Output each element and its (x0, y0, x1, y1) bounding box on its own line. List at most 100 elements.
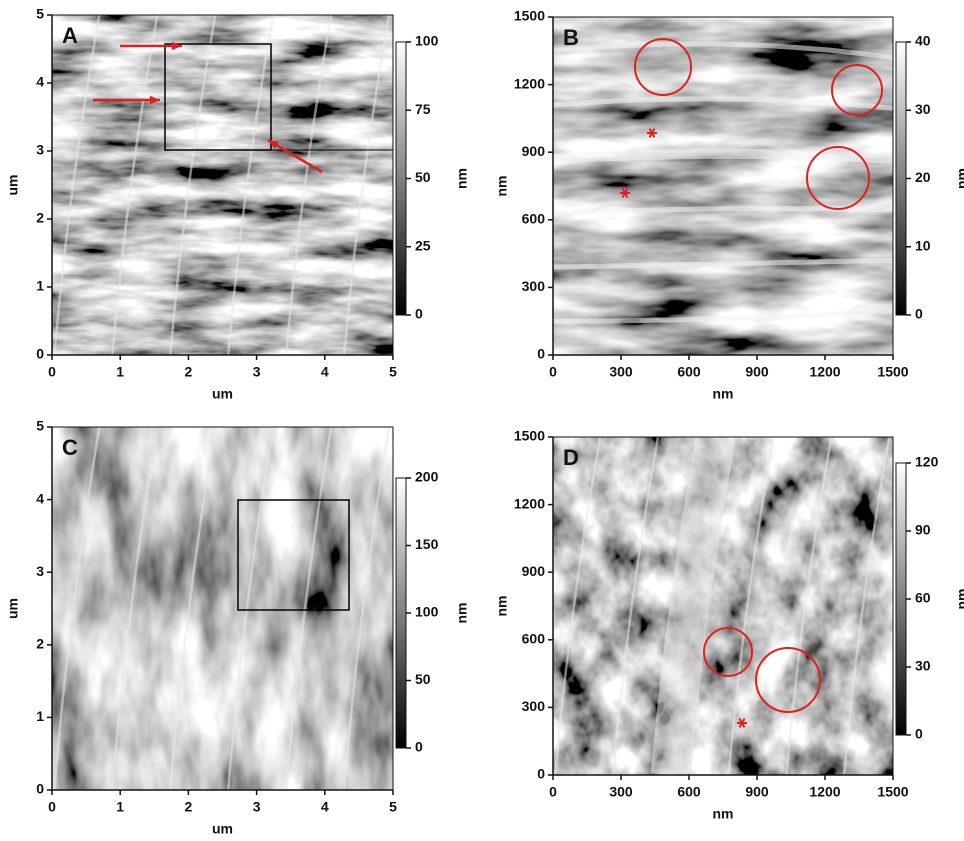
circle-marker (755, 647, 821, 713)
y-axis-label: um (5, 598, 21, 619)
y-tick-label: 1200 (514, 75, 545, 91)
panel-label: C (62, 435, 78, 460)
circle-marker (831, 64, 883, 116)
x-tick-label: 3 (253, 364, 261, 380)
colorbar-tick-label: 30 (915, 101, 931, 117)
x-axis-label: um (212, 821, 233, 836)
fibril (284, 15, 333, 355)
fibril (553, 437, 602, 775)
y-tick-label: 0 (36, 781, 44, 797)
arrow (267, 138, 323, 174)
asterisk (621, 188, 629, 198)
fibrils (553, 437, 891, 775)
colorbar-tick-label: 20 (915, 169, 931, 185)
fibril (284, 427, 333, 790)
colorbar-tick-label: 10 (915, 237, 931, 253)
fibril (553, 206, 893, 216)
colorbar-tick-label: 100 (415, 604, 439, 620)
afm-image (52, 15, 393, 355)
fibril (785, 437, 833, 775)
colorbar-tick-label: 200 (415, 469, 439, 485)
colorbar (895, 462, 907, 736)
x-tick-label: 1200 (809, 784, 840, 800)
x-tick-label: 0 (48, 799, 56, 815)
fibrils (53, 15, 391, 355)
y-tick-label: 300 (522, 278, 546, 294)
fibril (342, 15, 391, 355)
fibril (53, 15, 101, 355)
y-tick-label: 2 (36, 636, 44, 652)
x-tick-label: 1 (116, 799, 124, 815)
fibrils (53, 427, 391, 790)
fibril (168, 427, 217, 790)
y-axis-label: um (5, 175, 21, 196)
fibril (553, 41, 893, 61)
colorbar-tick-label: 150 (415, 536, 439, 552)
colorbar-tick-label: 90 (915, 522, 931, 538)
asterisk (738, 718, 746, 728)
fibril (226, 15, 275, 355)
circle-marker (806, 146, 870, 210)
y-tick-label: 0 (36, 346, 44, 362)
arrow-head (171, 41, 182, 51)
fibril (53, 427, 101, 790)
y-tick-label: 300 (522, 698, 546, 714)
fibril (342, 427, 391, 790)
x-tick-label: 0 (549, 784, 557, 800)
x-tick-label: 900 (745, 364, 769, 380)
fibril (553, 148, 893, 164)
colorbar-tick-label: 0 (415, 306, 423, 322)
x-tick-label: 1200 (809, 364, 840, 380)
x-tick-label: 1500 (877, 784, 908, 800)
afm-image (553, 17, 893, 355)
x-tick-label: 3 (253, 799, 261, 815)
colorbar-tick-label: 75 (415, 101, 431, 117)
y-tick-label: 3 (36, 563, 44, 579)
colorbar-tick-label: 30 (915, 658, 931, 674)
fibril (168, 15, 217, 355)
colorbar-tick-label: 0 (415, 739, 423, 755)
y-tick-label: 1 (36, 708, 44, 724)
y-tick-label: 1500 (514, 8, 545, 24)
fibril (226, 427, 275, 790)
fibril (842, 437, 891, 775)
fibril (650, 437, 736, 775)
fibril (727, 437, 775, 775)
y-tick-label: 0 (537, 766, 545, 782)
x-tick-label: 600 (677, 364, 701, 380)
asterisk (648, 128, 656, 138)
colorbar-tick-label: 50 (415, 169, 431, 185)
colorbar (395, 477, 407, 749)
y-tick-label: 1 (36, 278, 44, 294)
x-tick-label: 1 (116, 364, 124, 380)
colorbar-tick-label: 40 (915, 33, 931, 49)
x-axis-label: nm (713, 806, 734, 822)
fibril (611, 437, 660, 775)
colorbar-tick-label: 120 (915, 454, 939, 470)
colorbar (895, 41, 907, 316)
y-tick-label: 900 (522, 563, 546, 579)
colorbar-label: nm (454, 603, 470, 624)
y-tick-label: 5 (36, 6, 44, 22)
x-tick-label: 0 (48, 364, 56, 380)
y-tick-label: 5 (36, 418, 44, 434)
y-tick-label: 4 (36, 490, 44, 506)
fibril (553, 308, 893, 324)
y-tick-label: 0 (537, 346, 545, 362)
y-tick-label: 600 (522, 631, 546, 647)
y-tick-label: 1500 (514, 428, 545, 444)
arrow-head (149, 95, 160, 105)
circle-marker (634, 38, 692, 96)
fibril (553, 96, 893, 111)
colorbar-label: nm (954, 589, 964, 610)
fibril (111, 427, 159, 790)
x-tick-label: 300 (609, 364, 633, 380)
colorbar-tick-label: 50 (415, 671, 431, 687)
x-tick-label: 5 (389, 364, 397, 380)
colorbar-tick-label: 0 (915, 726, 923, 742)
fibrils (553, 41, 893, 324)
x-tick-label: 300 (609, 784, 633, 800)
x-tick-label: 900 (745, 784, 769, 800)
